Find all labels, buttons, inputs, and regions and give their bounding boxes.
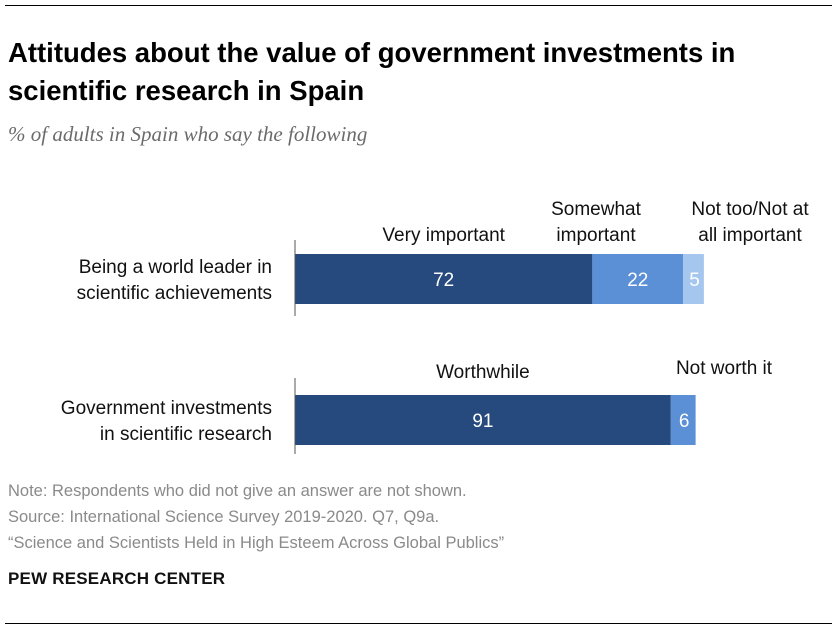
bottom-rule xyxy=(5,623,832,624)
bar-segment xyxy=(295,254,593,304)
segment-header-label: Somewhat important xyxy=(551,199,641,246)
chart-subtitle: % of adults in Spain who say the followi… xyxy=(8,122,368,146)
stacked-bar-chart: Being a world leader in scientific achiev… xyxy=(61,199,809,454)
note-text: Note: Respondents who did not give an an… xyxy=(8,482,467,500)
data-label: 5 xyxy=(689,270,700,291)
data-label: 22 xyxy=(627,270,648,291)
report-text: “Science and Scientists Held in High Est… xyxy=(8,534,505,552)
segment-header-label: Very important xyxy=(382,225,505,246)
category-label: Being a world leader in scientific achiev… xyxy=(77,257,272,304)
source-text: Source: International Science Survey 201… xyxy=(8,508,440,526)
bar-segment xyxy=(592,254,684,304)
data-label: 91 xyxy=(472,411,493,432)
segment-header-label: Not worth it xyxy=(676,358,773,379)
publisher-logo: PEW RESEARCH CENTER xyxy=(8,569,226,588)
category-label: Government investments in scientific rese… xyxy=(61,398,272,445)
bar-segment xyxy=(670,395,696,445)
data-label: 72 xyxy=(433,270,454,291)
bar-segment xyxy=(683,254,704,304)
data-label: 6 xyxy=(679,411,690,432)
segment-header-label: Not too/Not at all important xyxy=(691,199,809,246)
segment-header-label: Worthwhile xyxy=(436,362,530,383)
bar-segment xyxy=(295,395,671,445)
chart-title: Attitudes about the value of government … xyxy=(8,37,736,106)
top-rule xyxy=(5,5,832,6)
